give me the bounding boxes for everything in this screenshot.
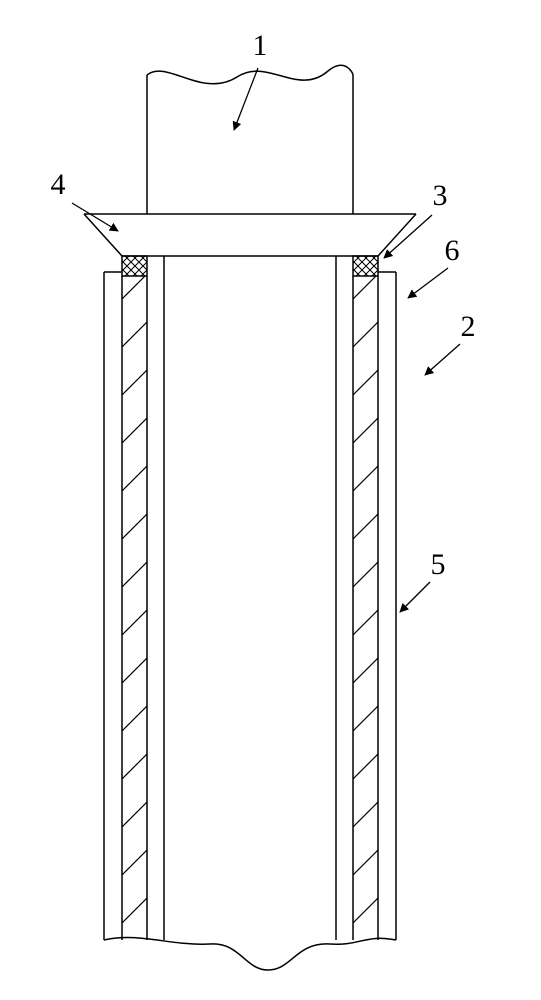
label-3-text: 3 bbox=[433, 179, 448, 212]
label-2: 2 bbox=[425, 310, 476, 375]
label-6-text: 6 bbox=[445, 234, 460, 267]
label-1: 1 bbox=[234, 29, 268, 130]
label-6: 6 bbox=[408, 234, 460, 298]
label-4-text: 4 bbox=[51, 168, 66, 201]
label-3: 3 bbox=[384, 179, 448, 258]
label-5: 5 bbox=[400, 548, 446, 612]
label-1-text: 1 bbox=[253, 29, 268, 62]
label-2-text: 2 bbox=[461, 310, 476, 343]
label-5-text: 5 bbox=[431, 548, 446, 581]
technical-drawing: 1 4 3 6 2 5 bbox=[0, 0, 541, 1000]
label-4: 4 bbox=[51, 168, 119, 231]
